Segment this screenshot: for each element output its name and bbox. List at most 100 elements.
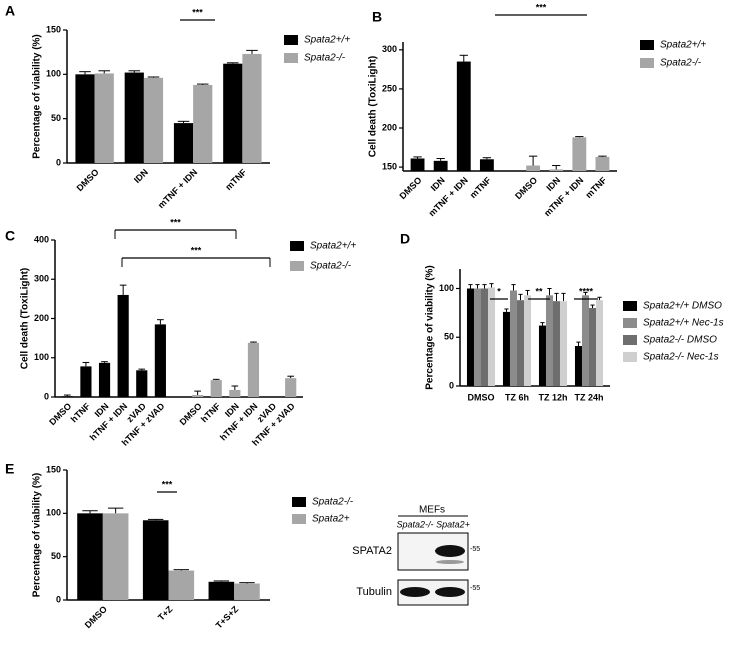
bar xyxy=(285,378,297,397)
blot-marker: -55 xyxy=(470,546,480,553)
bar xyxy=(524,295,532,386)
bar xyxy=(560,301,568,386)
legend-swatch xyxy=(623,352,637,362)
bar xyxy=(481,288,489,386)
y-axis-label: Percentage of viability (%) xyxy=(425,265,436,389)
legend-label: Spata2-/- xyxy=(304,53,346,64)
bar xyxy=(553,301,561,386)
western-blot: MEFs Spata2-/- Spata2+ SPATA2 Tubulin -5… xyxy=(352,505,480,606)
legend-swatch xyxy=(623,335,637,345)
significance-label: *** xyxy=(191,245,202,255)
legend-label: Spata2-/- xyxy=(660,58,702,69)
y-tick-label: 0 xyxy=(44,391,49,401)
significance-label: *** xyxy=(162,479,173,489)
bar xyxy=(168,570,195,600)
y-tick-label: 100 xyxy=(46,508,61,518)
blot-band xyxy=(436,560,464,564)
bar xyxy=(193,84,213,163)
legend-label: Spata2+/+ xyxy=(310,241,356,252)
bar xyxy=(102,513,129,600)
legend-label: Spata2+/+ xyxy=(660,40,706,51)
bar xyxy=(545,295,553,386)
bar xyxy=(142,520,169,600)
bar xyxy=(192,395,204,397)
bar xyxy=(229,389,241,397)
significance-label: *** xyxy=(536,2,547,12)
legend-swatch xyxy=(292,497,306,507)
y-tick-label: 250 xyxy=(382,83,397,93)
y-axis-label: Percentage of viability (%) xyxy=(32,34,43,158)
bar xyxy=(247,342,260,397)
bar xyxy=(75,74,95,163)
significance-label: **** xyxy=(579,286,594,296)
legend-swatch xyxy=(640,58,654,68)
blot-row-label: SPATA2 xyxy=(352,545,392,557)
blot-band xyxy=(435,545,465,557)
bar xyxy=(517,300,525,386)
bar xyxy=(456,61,471,171)
bar xyxy=(538,325,546,386)
legend-label: Spata2+/+ Nec-1s xyxy=(643,318,724,329)
y-tick-label: 300 xyxy=(382,44,397,54)
legend-label: Spata2+/+ DMSO xyxy=(643,301,722,312)
x-tick-label: TZ 12h xyxy=(538,392,567,402)
bar xyxy=(502,311,510,386)
x-tick-label: DMSO xyxy=(468,392,495,402)
y-tick-label: 50 xyxy=(51,113,61,123)
y-tick-label: 100 xyxy=(46,69,61,79)
x-tick-label: TZ 6h xyxy=(505,392,529,402)
y-tick-label: 100 xyxy=(439,283,454,293)
bar xyxy=(509,290,517,386)
y-axis-label: Cell death (ToxiLight) xyxy=(20,268,31,369)
blot-lane: Spata2+ xyxy=(436,519,470,529)
bar xyxy=(80,366,92,397)
blot-marker: -55 xyxy=(470,585,480,592)
bar xyxy=(479,159,494,171)
significance-label: *** xyxy=(170,217,181,227)
y-tick-label: 0 xyxy=(56,157,61,167)
bar xyxy=(466,288,474,386)
bar xyxy=(595,156,610,171)
bar xyxy=(589,308,597,386)
y-tick-label: 200 xyxy=(34,313,49,323)
panel-letter: A xyxy=(5,3,15,19)
y-axis-label: Cell death (ToxiLight) xyxy=(368,56,379,157)
bar xyxy=(154,324,166,397)
bar xyxy=(572,137,587,171)
legend-swatch xyxy=(623,301,637,311)
y-tick-label: 50 xyxy=(51,551,61,561)
y-tick-label: 50 xyxy=(444,332,454,342)
bar xyxy=(242,53,262,163)
legend-label: Spata2+ xyxy=(312,514,350,525)
bar xyxy=(143,77,164,163)
blot-lane: Spata2-/- xyxy=(396,519,433,529)
bar xyxy=(210,380,222,397)
legend-swatch xyxy=(290,261,304,271)
legend-label: Spata2-/- DMSO xyxy=(643,335,717,346)
bar xyxy=(596,300,604,386)
bar xyxy=(234,583,260,600)
y-tick-label: 400 xyxy=(34,234,49,244)
x-tick-label: TZ 24h xyxy=(574,392,603,402)
y-tick-label: 0 xyxy=(56,594,61,604)
bar xyxy=(473,288,481,386)
bar xyxy=(526,165,541,171)
y-tick-label: 150 xyxy=(46,24,61,34)
y-tick-label: 200 xyxy=(382,122,397,132)
legend-label: Spata2-/- xyxy=(312,497,354,508)
panel-letter: D xyxy=(400,231,410,247)
legend-swatch xyxy=(290,241,304,251)
significance-label: ** xyxy=(535,286,543,296)
significance-label: * xyxy=(497,286,501,296)
bar xyxy=(581,295,589,386)
legend-label: Spata2-/- xyxy=(310,261,352,272)
panel-letter: C xyxy=(5,228,15,244)
legend-label: Spata2+/+ xyxy=(304,35,350,46)
blot-row-label: Tubulin xyxy=(356,586,392,598)
panel-letter: B xyxy=(372,9,382,25)
y-tick-label: 150 xyxy=(382,161,397,171)
bar xyxy=(136,370,148,397)
